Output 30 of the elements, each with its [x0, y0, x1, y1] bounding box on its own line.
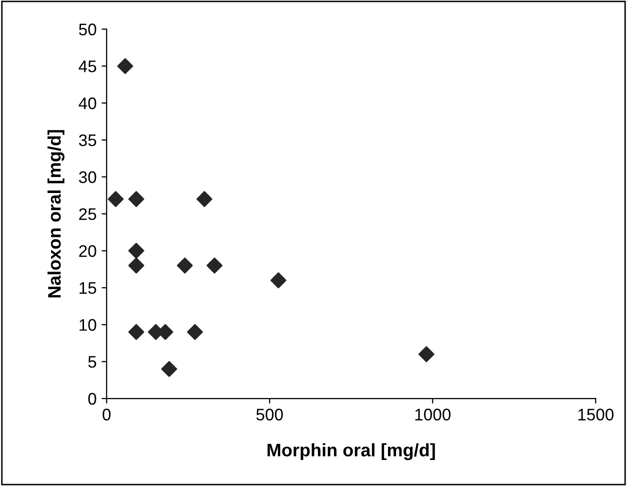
y-tick-label: 0 — [88, 392, 96, 405]
point — [128, 258, 144, 274]
y-tick-label: 20 — [79, 245, 96, 257]
point — [176, 258, 193, 274]
x-tick-label: 500 — [256, 408, 283, 420]
y-axis-title: Naloxon oral [mg/d] — [48, 130, 64, 298]
y-tick-label: 40 — [78, 97, 96, 110]
point — [117, 58, 134, 74]
y-tick-label: 5 — [88, 356, 96, 368]
y-tick-label: 45 — [78, 60, 96, 72]
point — [128, 242, 144, 259]
x-tick-label: 1000 — [415, 408, 451, 420]
x-tick-label: 1500 — [578, 408, 614, 420]
point — [196, 191, 212, 208]
point — [108, 191, 124, 208]
y-tick-label: 10 — [80, 319, 96, 331]
y-tick-label: 30 — [78, 171, 96, 184]
x-axis-title: Morphin oral [mg/d] — [268, 443, 435, 460]
x-tick-label: 0 — [102, 408, 111, 420]
point — [128, 191, 144, 208]
point — [270, 272, 286, 288]
y-tick-label: 25 — [79, 208, 96, 220]
point — [186, 324, 203, 340]
point — [418, 346, 434, 362]
point — [161, 360, 178, 377]
y-tick-label: 15 — [80, 282, 96, 294]
y-tick-label: 35 — [78, 134, 96, 146]
point — [206, 258, 222, 274]
point — [128, 324, 144, 340]
y-tick-label: 50 — [79, 24, 96, 36]
